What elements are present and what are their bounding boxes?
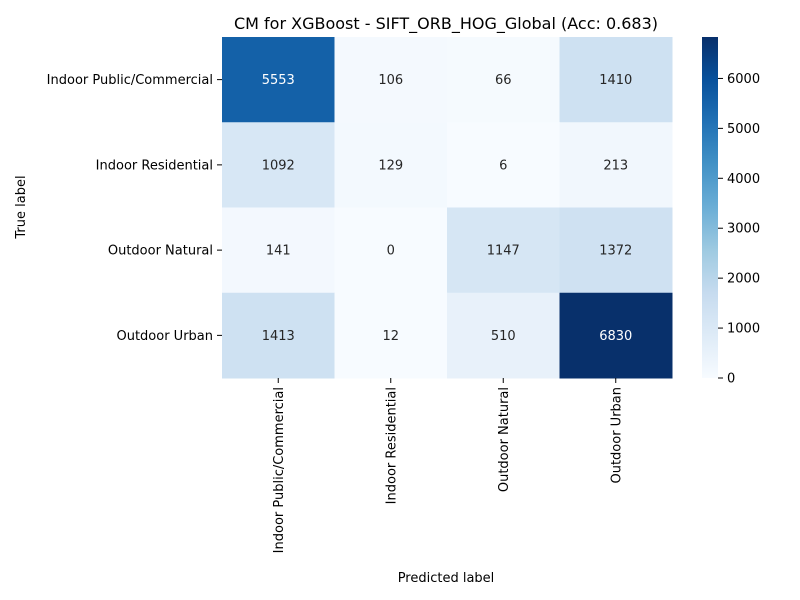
x-axis-label: Predicted label [398,571,495,586]
y-tick-labels: Indoor Public/Commercial Indoor Residenti… [47,73,222,344]
heatmap-cell-r3-c1 [334,292,448,379]
x-tick-labels: Indoor Public/Commercial Indoor Residenti… [272,378,624,553]
colorbar-tick-label: 1000 [727,322,760,337]
cell-value-r1-c1: 129 [378,158,403,173]
cell-value-r0-c0: 5553 [262,73,295,88]
x-tick-label: Indoor Residential [384,387,399,504]
cell-value-r0-c2: 66 [495,73,512,88]
cell-value-r3-c1: 12 [382,329,399,344]
x-tick-label: Outdoor Natural [497,387,512,492]
heatmap-cell-r0-c2 [447,37,560,123]
heatmap-cell-r3-c0 [222,292,335,379]
heatmap-cell-r1-c2 [447,122,560,208]
cell-value-r1-c3: 213 [603,158,628,173]
colorbar-tick-label: 0 [727,372,735,387]
cell-value-r2-c1: 0 [387,244,395,259]
heatmap-cell-r2-c1 [334,207,448,294]
colorbar-tick-label: 2000 [727,272,760,287]
x-tick-label: Indoor Public/Commercial [272,387,287,553]
cell-value-r1-c0: 1092 [262,158,295,173]
heatmap-cells [222,37,673,379]
y-axis-label: True label [14,175,29,239]
cell-value-r3-c2: 510 [491,329,516,344]
y-tick-label: Outdoor Urban [116,329,213,344]
heatmap-cell-r3-c2 [447,292,560,379]
cell-value-r2-c2: 1147 [487,244,520,259]
colorbar-tick-label: 6000 [727,72,760,87]
colorbar-tick-label: 4000 [727,172,760,187]
cell-value-r0-c1: 106 [378,73,403,88]
heatmap-cell-r2-c0 [222,207,335,294]
colorbar-tick-label: 5000 [727,122,760,137]
colorbar-tick-label: 3000 [727,222,760,237]
colorbar-ticks: 0 1000 2000 3000 4000 5000 6000 [718,72,760,387]
cell-value-r0-c3: 1410 [599,73,632,88]
y-tick-label: Indoor Public/Commercial [47,73,213,88]
heatmap-cell-r2-c2 [447,207,560,294]
heatmap-cell-r1-c3 [559,122,673,208]
heatmap-cell-r0-c0 [222,37,335,123]
cell-value-r1-c2: 6 [499,158,507,173]
colorbar [702,37,718,378]
cell-value-r3-c0: 1413 [262,329,295,344]
x-tick-label: Outdoor Urban [609,387,624,484]
heatmap-cell-r2-c3 [559,207,673,294]
cell-value-r3-c3: 6830 [599,329,632,344]
heatmap-cell-r1-c0 [222,122,335,208]
y-tick-label: Outdoor Natural [108,244,213,259]
heatmap-cell-r0-c3 [559,37,673,123]
cell-value-r2-c3: 1372 [599,244,632,259]
chart-title: CM for XGBoost - SIFT_ORB_HOG_Global (Ac… [234,14,658,34]
y-tick-label: Indoor Residential [96,158,213,173]
heatmap-cell-r3-c3 [559,292,673,379]
heatmap-cell-r0-c1 [334,37,448,123]
heatmap-cell-r1-c1 [334,122,448,208]
cell-value-r2-c0: 141 [266,244,291,259]
